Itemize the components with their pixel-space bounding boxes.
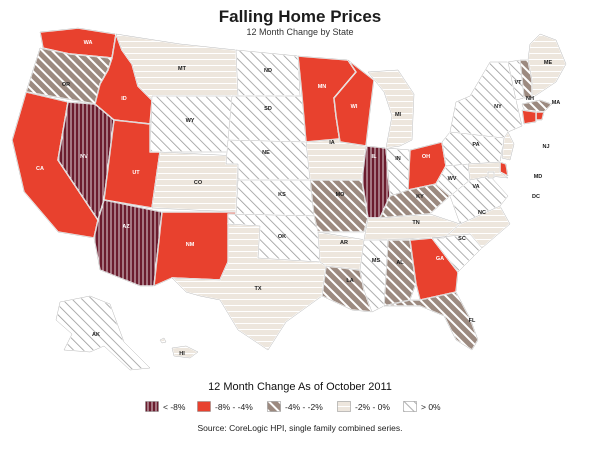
legend-label-gt0: > 0%	[421, 402, 441, 412]
state-label-ma: MA	[552, 100, 561, 106]
state-label-nj: NJ	[542, 144, 549, 150]
state-label-tn: TN	[412, 220, 419, 226]
legend-swatch-gt0	[403, 401, 417, 412]
state-label-ct: CT	[558, 132, 566, 138]
state-ar	[317, 231, 367, 271]
state-label-mo: MO	[336, 192, 346, 198]
state-outline-mi	[367, 69, 415, 149]
state-label-il: IL	[372, 154, 378, 160]
state-outline-ct	[521, 109, 537, 125]
state-label-nh: NH	[526, 96, 534, 102]
state-me	[527, 33, 567, 99]
state-outline-me	[527, 33, 567, 99]
map-title: Falling Home Prices	[218, 7, 382, 26]
state-label-dc: DC	[532, 194, 540, 200]
legend-label-m8to4: -8% - -4%	[215, 402, 253, 412]
state-label-ri: RI	[569, 118, 575, 124]
legend-swatch-m4to2	[267, 401, 281, 412]
state-label-wv: WV	[448, 176, 457, 182]
state-outline-nj	[501, 131, 515, 161]
state-label-de: DE	[536, 160, 544, 166]
state-label-wy: WY	[186, 118, 195, 124]
state-label-vt: VT	[514, 80, 522, 86]
state-outline-md	[467, 161, 509, 181]
state-label-ia: IA	[329, 140, 335, 146]
state-label-ms: MS	[372, 258, 381, 264]
state-label-me: ME	[544, 60, 553, 66]
state-label-wi: WI	[351, 104, 358, 110]
state-outline-wi	[333, 59, 375, 147]
state-label-ks: KS	[278, 192, 286, 198]
state-label-tx: TX	[254, 286, 261, 292]
legend-label-m2to0: -2% - 0%	[355, 402, 390, 412]
state-outline-az	[93, 199, 163, 287]
legend-swatch-m8to4	[197, 401, 211, 412]
state-label-ok: OK	[278, 234, 286, 240]
us-states-map: WA OR CA NV ID MT WY UT AZ CO NM ND SD NE KS OK TX MN IA MO…	[11, 27, 575, 371]
state-label-va: VA	[472, 184, 479, 190]
state-label-ar: AR	[340, 240, 348, 246]
state-label-id: ID	[121, 96, 127, 102]
state-label-nv: NV	[80, 154, 88, 160]
state-ak	[55, 295, 151, 371]
state-ne	[225, 139, 311, 181]
state-label-al: AL	[396, 260, 404, 266]
state-label-nd: ND	[264, 68, 272, 74]
state-label-mn: MN	[318, 84, 327, 90]
state-label-or: OR	[62, 82, 70, 88]
state-label-la: LA	[346, 278, 353, 284]
state-labels-layer: WA OR CA NV ID MT WY UT AZ CO NM ND SD NE KS OK TX MN IA MO…	[36, 40, 575, 357]
state-label-az: AZ	[122, 224, 130, 230]
state-outline-fl	[383, 291, 479, 351]
state-label-md: MD	[534, 174, 543, 180]
state-label-ca: CA	[36, 166, 44, 172]
state-label-ga: GA	[436, 256, 444, 262]
legend-title: 12 Month Change As of October 2011	[208, 381, 392, 393]
state-label-mt: MT	[178, 66, 187, 72]
state-label-co: CO	[194, 180, 203, 186]
legend-swatch-m2to0	[337, 401, 351, 412]
state-mi	[367, 69, 415, 149]
state-label-ak: AK	[92, 332, 100, 338]
legend-label-lt8: < -8%	[163, 402, 186, 412]
state-label-sd: SD	[264, 106, 272, 112]
state-outline-ma	[521, 99, 553, 113]
legend-swatch-lt8	[145, 401, 159, 412]
state-ri	[535, 111, 545, 121]
state-ct	[521, 109, 537, 125]
state-label-nm: NM	[186, 242, 195, 248]
state-label-oh: OH	[422, 154, 430, 160]
map-subtitle: 12 Month Change by State	[246, 27, 354, 37]
state-az	[93, 199, 163, 287]
state-label-ky: KY	[416, 194, 424, 200]
state-ks	[235, 179, 315, 217]
state-label-ne: NE	[262, 150, 270, 156]
state-label-sc: SC	[458, 236, 466, 242]
state-label-pa: PA	[472, 142, 479, 148]
state-label-ut: UT	[132, 170, 140, 176]
state-label-mi: MI	[395, 112, 402, 118]
state-outline-al	[383, 239, 417, 307]
state-label-nc: NC	[478, 210, 486, 216]
state-label-in: IN	[395, 156, 401, 162]
legend: < -8% -8% - -4% -4% - -2% -2% - 0% > 0%	[145, 400, 475, 416]
state-outline-hi	[159, 337, 199, 359]
state-label-fl: FL	[469, 318, 476, 324]
state-outline-dc	[487, 171, 495, 179]
source-note: Source: CoreLogic HPI, single family com…	[197, 423, 403, 433]
state-dc	[487, 171, 495, 179]
state-label-ny: NY	[494, 104, 502, 110]
state-outline-ak	[55, 295, 151, 371]
state-label-wa: WA	[84, 40, 93, 46]
states-layer	[11, 27, 567, 371]
state-label-hi: HI	[179, 351, 185, 357]
state-mo	[309, 179, 369, 233]
legend-label-m4to2: -4% - -2%	[285, 402, 323, 412]
state-wy	[149, 95, 233, 153]
state-sd	[227, 95, 307, 143]
